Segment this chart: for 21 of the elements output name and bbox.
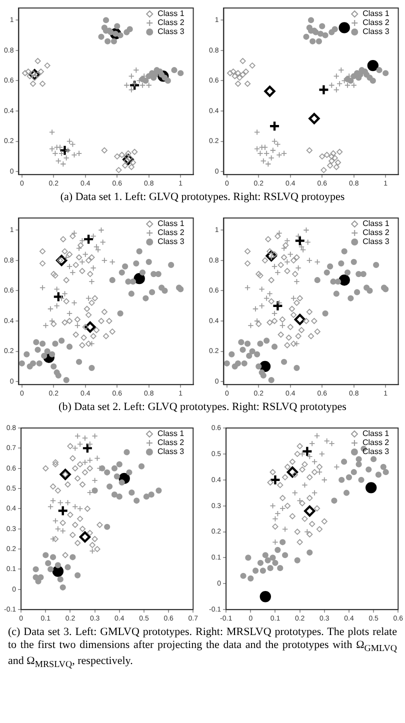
text: (a) Data set 1. Left: GLVQ prototypes. Right: RSLVQ protoypes [59, 190, 346, 205]
text: (b) Data set 2. Left: GLVQ prototypes. Right: RSLVQ prototypes [58, 400, 348, 415]
legend-label: Class 3 [362, 27, 390, 36]
legend-label: Class 3 [362, 447, 390, 456]
text: (c) Data set 3. Left: GMLVQ prototypes. Right: MRSLVQ prototypes. The plots relate to the first two dimensions after projecting the data and the prototypes with Ω$_{GMLVQ}$ and Ω$_{MRSLVQ}$, respectively. [8, 626, 397, 670]
legend-label: Class 1 [362, 9, 390, 18]
legend-label: Class 2 [157, 438, 185, 448]
legend-label: Class 1 [362, 429, 390, 438]
legend-label: Class 1 [362, 219, 390, 228]
legend-label: Class 2 [362, 18, 390, 28]
legend-label: Class 1 [158, 9, 185, 18]
legend-label: Class 3 [157, 447, 185, 456]
legend-label: Class 2 [158, 228, 185, 238]
legend-label: Class 2 [362, 228, 390, 238]
legend-label: Class 1 [158, 219, 185, 228]
legend-label: Class 1 [157, 429, 185, 438]
legend-label: Class 3 [158, 27, 185, 36]
legend-label: Class 2 [362, 438, 390, 448]
legend-label: Class 3 [158, 237, 185, 246]
legend-label: Class 2 [158, 18, 185, 28]
legend-label: Class 3 [362, 237, 390, 246]
